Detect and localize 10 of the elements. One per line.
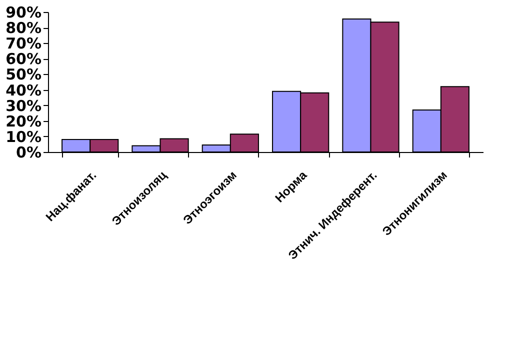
y-tick-label: 20% [6, 112, 42, 130]
y-tick-label: 0% [16, 144, 42, 162]
y-tick-label: 90% [6, 4, 42, 22]
y-tick-label: 40% [6, 81, 42, 100]
y-tick-label: 50% [6, 66, 42, 84]
y-tick-label: 80% [6, 19, 42, 38]
y-tick-label: 10% [6, 128, 42, 146]
y-tick-label: 60% [6, 50, 42, 68]
y-tick-label: 30% [6, 96, 42, 115]
y-tick-label: 70% [6, 34, 42, 53]
